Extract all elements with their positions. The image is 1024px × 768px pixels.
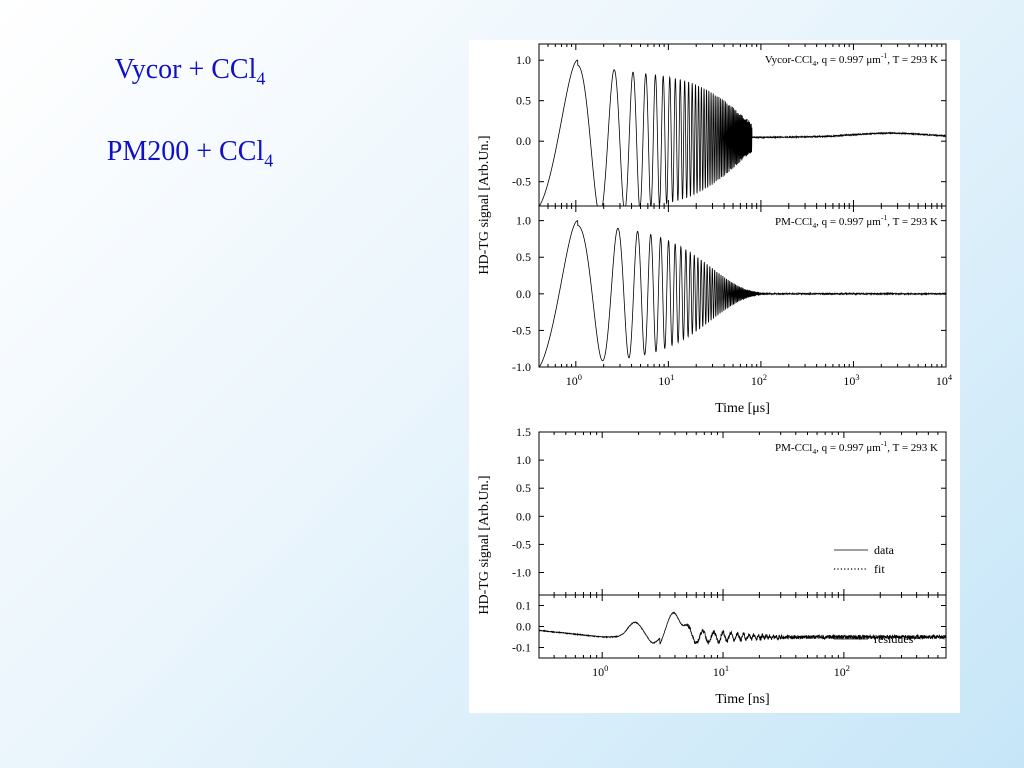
y-axis-label-bottom: HD-TG signal [Arb.Un.]	[477, 475, 492, 614]
y-tick-label: 0.0	[516, 620, 531, 634]
y-axis-label-top: HD-TG signal [Arb.Un.]	[477, 135, 492, 274]
x-tick-label: 101	[658, 373, 674, 388]
y-tick-label: 0.5	[516, 481, 531, 495]
legend-label-fit: fit	[874, 562, 885, 576]
y-tick-label: -1.0	[512, 566, 531, 580]
plot-frame	[539, 432, 946, 595]
plot-panel-2: 1.0 0.5 0.0 -0.5 -1.0 100 101 102 103 104 PM-CCl4,…	[512, 206, 953, 416]
x-tick-label: 100	[592, 664, 608, 679]
x-tick-label: 104	[936, 373, 953, 388]
series-line	[539, 60, 946, 206]
y-tick-label: 0.0	[516, 287, 531, 301]
y-tick-label: -0.5	[512, 175, 531, 189]
series-line	[539, 221, 946, 367]
y-tick-label: -0.1	[512, 641, 531, 655]
x-tick-label: 102	[834, 664, 850, 679]
panel-annotation: PM-CCl4, q = 0.997 μm-1, T = 293 K	[775, 439, 938, 456]
y-tick-label: 1.0	[516, 453, 531, 467]
y-tick-label: -0.5	[512, 323, 531, 337]
plot-frame	[539, 206, 946, 367]
plot-panel-4: 0.1 0.0 -0.1 100 101 102 residues Time [ns]	[512, 595, 946, 707]
plot-panel-3: 1.5 1.0 0.5 0.0 -0.5 -1.0 PM-CCl4, q = 0.997 μ…	[512, 425, 946, 595]
slide-title-vycor: Vycor + CCl4	[0, 54, 380, 90]
plot-frame	[539, 595, 946, 658]
panel-annotation: PM-CCl4, q = 0.997 μm-1, T = 293 K	[775, 213, 938, 230]
y-tick-label: 0.5	[516, 250, 531, 264]
y-tick-label: 1.5	[516, 425, 531, 439]
y-tick-label: 0.0	[516, 509, 531, 523]
x-tick-label: 101	[713, 664, 729, 679]
y-tick-label: 1.0	[516, 53, 531, 67]
legend-label-data: data	[874, 543, 895, 557]
legend: data fit	[834, 543, 895, 576]
y-tick-label: 0.1	[516, 599, 531, 613]
x-axis-label: Time [ns]	[715, 692, 769, 707]
x-tick-label: 100	[566, 373, 582, 388]
y-tick-label: -1.0	[512, 360, 531, 374]
legend-label-residues: residues	[874, 632, 914, 646]
x-tick-label: 103	[843, 373, 859, 388]
y-tick-label: 1.0	[516, 214, 531, 228]
plot-panel-1: 1.0 0.5 0.0 -0.5 Vycor-CCl4, q = 0.997 μm-1,…	[512, 44, 946, 206]
y-tick-label: 0.0	[516, 134, 531, 148]
figure-panel: 1.0 0.5 0.0 -0.5 Vycor-CCl4, q = 0.997 μm-1,…	[469, 40, 960, 713]
legend: residues	[834, 632, 914, 646]
chart-figure: 1.0 0.5 0.0 -0.5 Vycor-CCl4, q = 0.997 μm-1,…	[469, 40, 960, 713]
y-tick-label: -0.5	[512, 537, 531, 551]
x-tick-label: 102	[751, 373, 767, 388]
slide-title-pm200: PM200 + CCl4	[0, 136, 380, 172]
x-axis-label: Time [μs]	[715, 401, 770, 416]
y-tick-label: 0.5	[516, 94, 531, 108]
panel-annotation: Vycor-CCl4, q = 0.997 μm-1, T = 293 K	[765, 51, 938, 68]
